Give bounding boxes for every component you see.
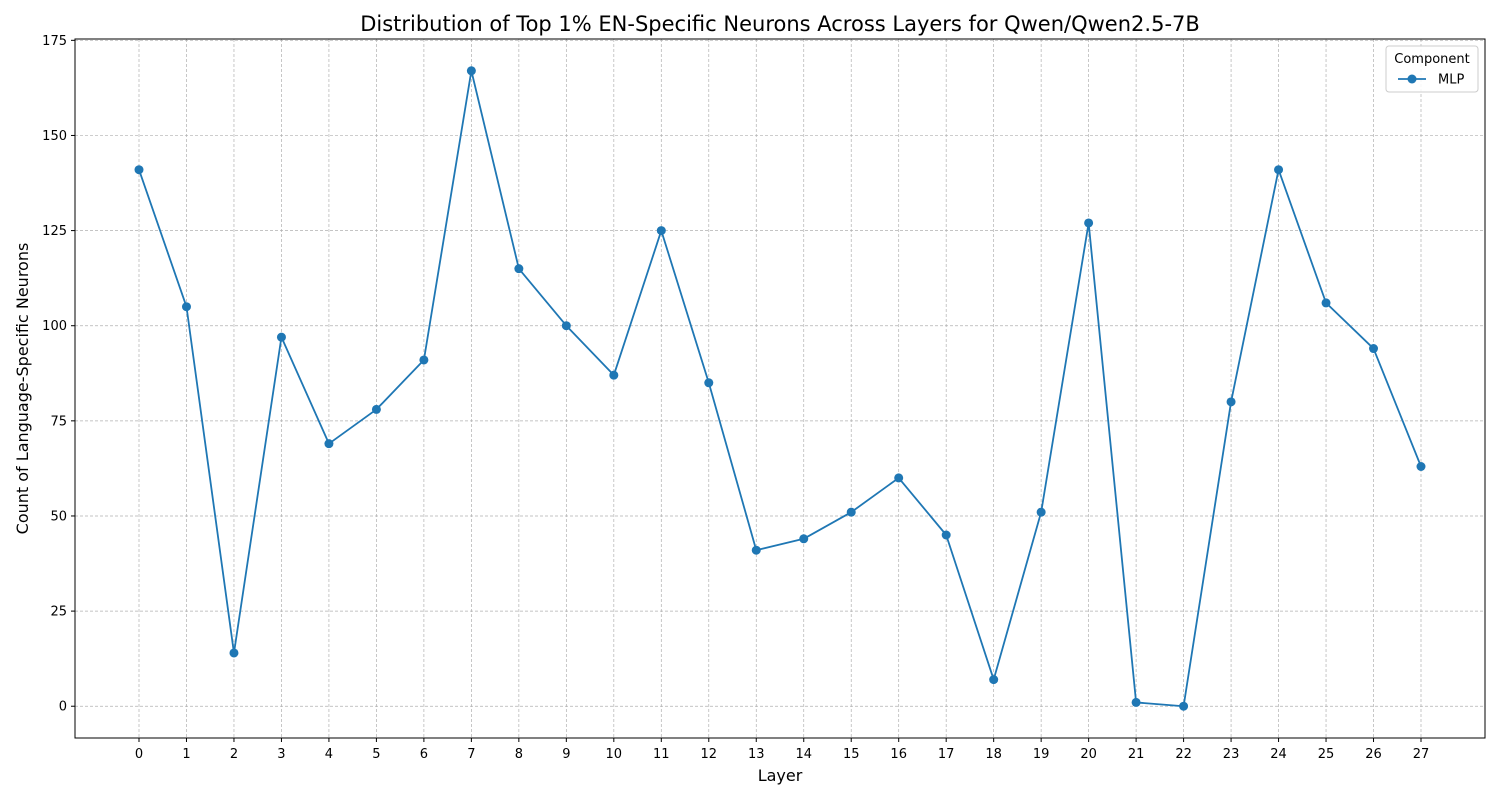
x-tick-label: 3 xyxy=(277,747,285,762)
data-point xyxy=(134,165,144,175)
legend-title: Component xyxy=(1394,52,1469,67)
data-point xyxy=(181,302,191,312)
x-tick-label: 10 xyxy=(606,747,623,762)
y-tick-label: 0 xyxy=(59,700,67,715)
x-tick-label: 24 xyxy=(1270,747,1287,762)
y-tick-label: 125 xyxy=(42,224,67,239)
y-tick-label: 100 xyxy=(42,319,67,334)
x-tick-label: 27 xyxy=(1413,747,1430,762)
data-point xyxy=(1369,344,1379,354)
x-tick-label: 4 xyxy=(325,747,333,762)
y-axis: 0 25 50 75 100 125 150 175 xyxy=(42,34,75,715)
data-point xyxy=(751,545,761,555)
data-point xyxy=(1416,462,1426,472)
x-tick-label: 5 xyxy=(372,747,380,762)
data-point xyxy=(324,439,334,449)
x-axis: 0 1 2 3 4 5 6 7 8 9 10 11 12 13 14 15 16 17 18 19 20 21 22 23 24… xyxy=(135,738,1429,762)
chart-title: Distribution of Top 1% EN-Specific Neuro… xyxy=(360,12,1200,36)
data-point xyxy=(989,675,999,685)
x-tick-label: 16 xyxy=(890,747,907,762)
data-point xyxy=(704,378,714,388)
plot-frame xyxy=(74,38,1486,739)
x-tick-label: 6 xyxy=(420,747,428,762)
data-point xyxy=(229,648,239,658)
legend-marker xyxy=(1407,74,1417,84)
x-tick-label: 13 xyxy=(748,747,765,762)
data-point xyxy=(1321,298,1331,308)
data-point xyxy=(1274,165,1284,175)
data-point xyxy=(1036,507,1046,517)
x-tick-label: 26 xyxy=(1365,747,1382,762)
y-tick-label: 150 xyxy=(42,129,67,144)
x-axis-title: Layer xyxy=(758,766,803,785)
data-point xyxy=(419,355,429,365)
x-tick-label: 9 xyxy=(562,747,570,762)
data-point xyxy=(276,332,286,342)
x-tick-label: 0 xyxy=(135,747,143,762)
data-point xyxy=(1179,701,1189,711)
x-tick-label: 12 xyxy=(701,747,718,762)
x-tick-label: 18 xyxy=(985,747,1002,762)
x-tick-label: 25 xyxy=(1318,747,1335,762)
data-point xyxy=(846,507,856,517)
data-point xyxy=(561,321,571,331)
data-point xyxy=(941,530,951,540)
x-tick-label: 1 xyxy=(182,747,190,762)
y-tick-label: 50 xyxy=(50,509,67,524)
x-tick-label: 8 xyxy=(515,747,523,762)
y-axis-title: Count of Language-Specific Neurons xyxy=(13,243,32,535)
data-point xyxy=(609,370,619,380)
data-point xyxy=(1084,218,1094,228)
x-tick-label: 21 xyxy=(1128,747,1145,762)
data-point xyxy=(1131,697,1141,707)
x-tick-label: 19 xyxy=(1033,747,1050,762)
x-tick-label: 17 xyxy=(938,747,955,762)
y-tick-label: 175 xyxy=(42,34,67,49)
data-point xyxy=(894,473,904,483)
grid xyxy=(75,39,1485,738)
x-tick-label: 20 xyxy=(1080,747,1097,762)
x-tick-label: 22 xyxy=(1175,747,1192,762)
legend-label: MLP xyxy=(1438,73,1464,88)
x-tick-label: 15 xyxy=(843,747,860,762)
data-point xyxy=(1226,397,1236,407)
series-line-mlp xyxy=(138,69,1422,708)
x-tick-label: 2 xyxy=(230,747,238,762)
data-point xyxy=(656,226,666,236)
x-tick-label: 14 xyxy=(795,747,812,762)
x-tick-label: 7 xyxy=(467,747,475,762)
y-tick-label: 25 xyxy=(50,605,67,620)
x-tick-label: 23 xyxy=(1223,747,1240,762)
legend: Component MLP xyxy=(1385,45,1479,93)
data-point xyxy=(799,534,809,544)
x-tick-label: 11 xyxy=(653,747,670,762)
series-layer xyxy=(134,66,1426,711)
data-point xyxy=(466,66,476,76)
y-tick-label: 75 xyxy=(50,414,67,429)
data-point xyxy=(514,264,524,274)
data-point xyxy=(371,404,381,414)
